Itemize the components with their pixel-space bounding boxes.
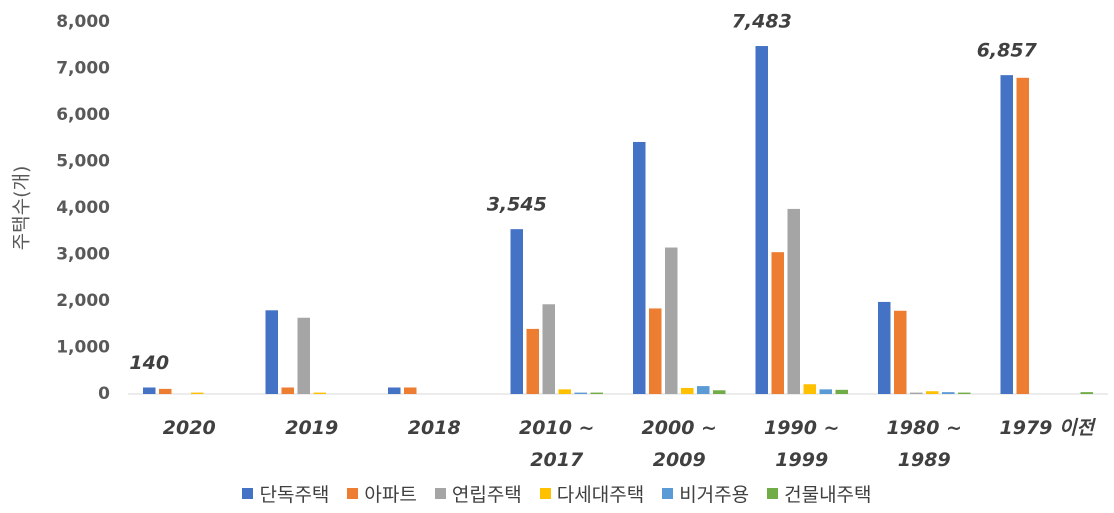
x-tick-label: 2010 ~ 2017 [519,417,595,471]
bar [771,252,784,394]
bar [404,387,417,394]
bar [159,388,172,394]
bar [510,229,523,394]
y-tick-label: 7,000 [56,59,110,79]
legend-label: 연립주택 [451,484,522,506]
bar [926,391,939,394]
legend-swatch [434,488,446,499]
bar [558,389,571,394]
bar [590,392,603,394]
bar [697,386,710,394]
legend-item: 아파트 [347,480,417,507]
bar [1080,392,1093,394]
x-tick-label: 1979 이전 [999,417,1094,439]
legend-label: 아파트 [364,484,417,506]
bar [787,208,800,394]
bar [878,301,891,394]
bar [665,247,678,394]
bar [574,392,587,394]
legend-item: 다세대주택 [539,480,645,507]
legend-swatch [347,488,359,499]
bar [910,392,923,394]
bar [526,328,539,394]
legend-label: 비거주용 [679,484,750,506]
bar [835,389,848,394]
bar [281,387,294,394]
data-label: 6,857 [977,40,1038,62]
bar [819,389,832,394]
legend-label: 건물내주택 [784,484,872,506]
legend-swatch [662,488,674,499]
legend-item: 단독주택 [242,480,329,507]
y-tick-label: 4,000 [56,198,110,218]
legend-swatch [539,488,551,499]
y-tick-label: 2,000 [56,291,110,311]
y-axis-label: 주택수(개) [11,166,33,251]
bar [649,308,662,394]
legend: 단독주택 아파트 연립주택 다세대주택 비거주용 건물내주택 [0,480,1114,507]
bar [894,310,907,394]
bar [265,310,278,394]
bar [313,392,326,394]
x-tick-label: 2000 ~ 2009 [641,417,717,471]
bar [803,384,816,394]
y-tick-label: 0 [98,384,110,404]
legend-label: 다세대주택 [556,484,645,506]
bar [681,387,694,394]
x-tick-label: 2018 [407,417,461,439]
legend-item: 연립주택 [434,480,522,507]
y-tick-label: 8,000 [56,12,110,32]
bar [755,46,768,395]
x-tick-label: 2019 [285,417,339,439]
bar [297,317,310,394]
bar [958,392,971,394]
x-tick-label: 1980 ~ 1989 [886,417,962,471]
bar [942,392,955,394]
x-tick-label: 2020 [162,417,216,439]
y-tick-label: 5,000 [56,152,110,172]
data-label: 7,483 [732,11,792,33]
y-tick-label: 6,000 [56,105,110,125]
data-label: 140 [129,352,169,374]
bar [542,304,555,394]
bar [1016,77,1029,395]
legend-item: 건물내주택 [767,480,872,507]
legend-swatch [767,488,779,499]
legend-swatch [242,488,254,499]
y-tick-label: 3,000 [56,245,110,265]
legend-item: 비거주용 [662,480,749,507]
bar [1000,75,1013,394]
bar [388,387,401,394]
legend-label: 단독주택 [259,484,330,506]
bar [633,141,646,394]
bar [143,387,156,394]
x-tick-label: 1990 ~ 1999 [764,417,840,471]
data-label: 3,545 [487,194,547,216]
y-tick-label: 1,000 [56,338,110,358]
bar [191,392,204,394]
bar [713,390,726,394]
